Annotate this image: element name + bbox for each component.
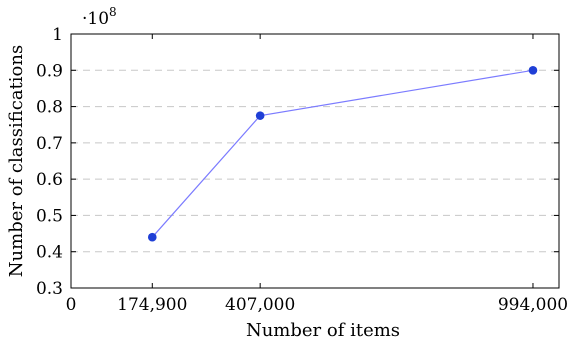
y-scale-label: ·108 <box>82 5 117 29</box>
x-tick-labels: 0 174,900 407,000 994,000 <box>66 295 569 315</box>
x-tick-label: 174,900 <box>117 295 187 315</box>
y-axis-label: Number of classifications <box>6 45 27 277</box>
data-point <box>147 232 157 242</box>
x-axis-label: Number of items <box>246 320 400 341</box>
x-tick-label: 0 <box>66 295 77 315</box>
y-tick-label: 0.9 <box>36 61 63 81</box>
grid-lines <box>71 69 559 253</box>
y-tick-label: 0.3 <box>36 279 63 299</box>
y-scale-base: 10 <box>87 9 109 29</box>
plot-frame <box>70 33 560 289</box>
series-line <box>151 69 534 238</box>
x-tick-label: 407,000 <box>225 295 295 315</box>
y-tick-label: 0.6 <box>36 170 63 190</box>
series-lines <box>151 69 534 238</box>
y-tick-label: 0.7 <box>36 134 63 154</box>
y-scale-exponent: 8 <box>109 5 117 19</box>
data-point <box>528 65 538 75</box>
axis-ticks <box>70 33 559 289</box>
y-tick-labels: 0.3 0.4 0.5 0.6 0.7 0.8 0.9 1 <box>36 25 63 299</box>
y-tick-label: 0.4 <box>36 243 63 263</box>
y-tick-label: 0.8 <box>36 98 63 118</box>
data-points <box>147 65 538 242</box>
y-tick-label: 1 <box>52 25 63 45</box>
data-point <box>255 111 265 120</box>
x-tick-label: 994,000 <box>498 295 568 315</box>
y-tick-label: 0.5 <box>36 206 63 226</box>
